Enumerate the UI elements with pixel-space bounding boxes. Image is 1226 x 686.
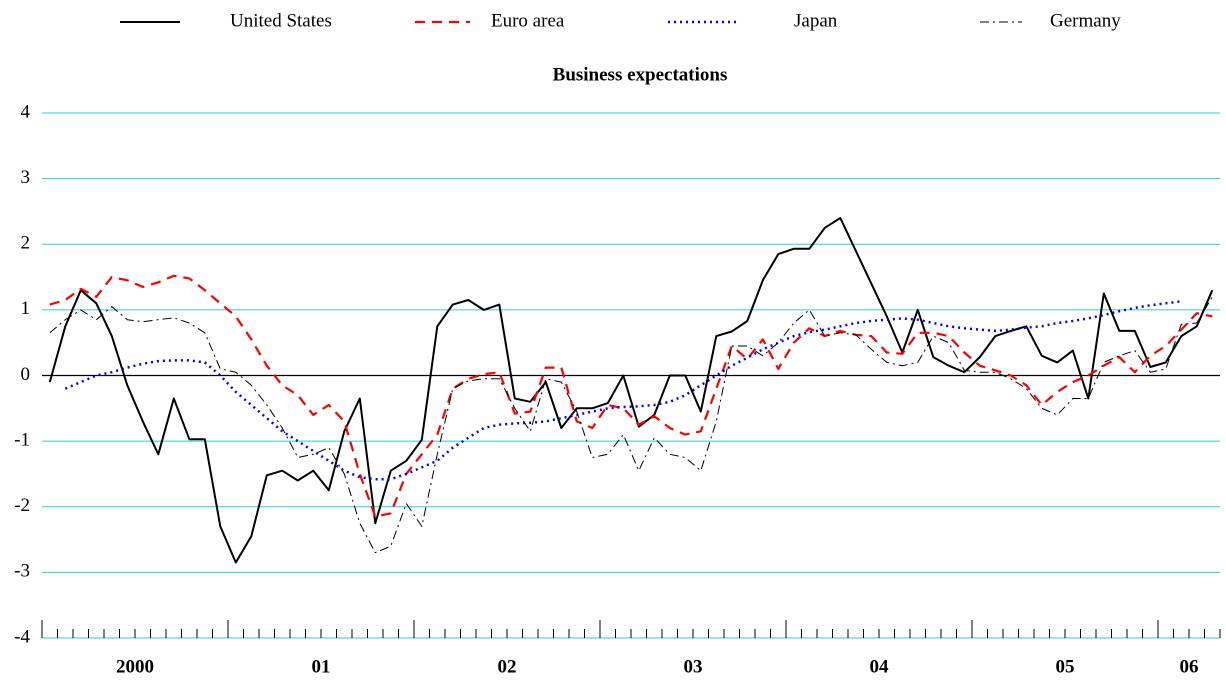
series-line (49, 274, 1213, 518)
x-tick-label: 05 (1056, 656, 1075, 677)
series-line (48, 217, 1214, 564)
series-line (49, 296, 1213, 554)
legend-label: Euro area (491, 10, 565, 31)
y-tick-label: -3 (14, 561, 30, 582)
y-tick-label: -2 (14, 495, 30, 516)
chart-title: Business expectations (553, 64, 728, 85)
y-tick-label: -4 (14, 626, 30, 647)
y-tick-label: 4 (21, 101, 31, 122)
legend-label: Japan (794, 10, 838, 31)
y-tick-label: 0 (21, 364, 31, 385)
x-tick-label: 06 (1180, 656, 1199, 677)
x-tick-label: 2000 (116, 656, 154, 677)
x-tick-label: 02 (498, 656, 517, 677)
x-tick-label: 04 (870, 656, 890, 677)
legend-label: United States (230, 10, 332, 31)
y-tick-label: 3 (21, 167, 31, 188)
y-tick-label: 2 (21, 233, 31, 254)
x-tick-label: 01 (312, 656, 331, 677)
legend-label: Germany (1050, 10, 1121, 31)
series-line (64, 300, 1182, 481)
x-tick-label: 03 (684, 656, 703, 677)
y-tick-label: -1 (14, 429, 30, 450)
y-tick-label: 1 (21, 298, 31, 319)
